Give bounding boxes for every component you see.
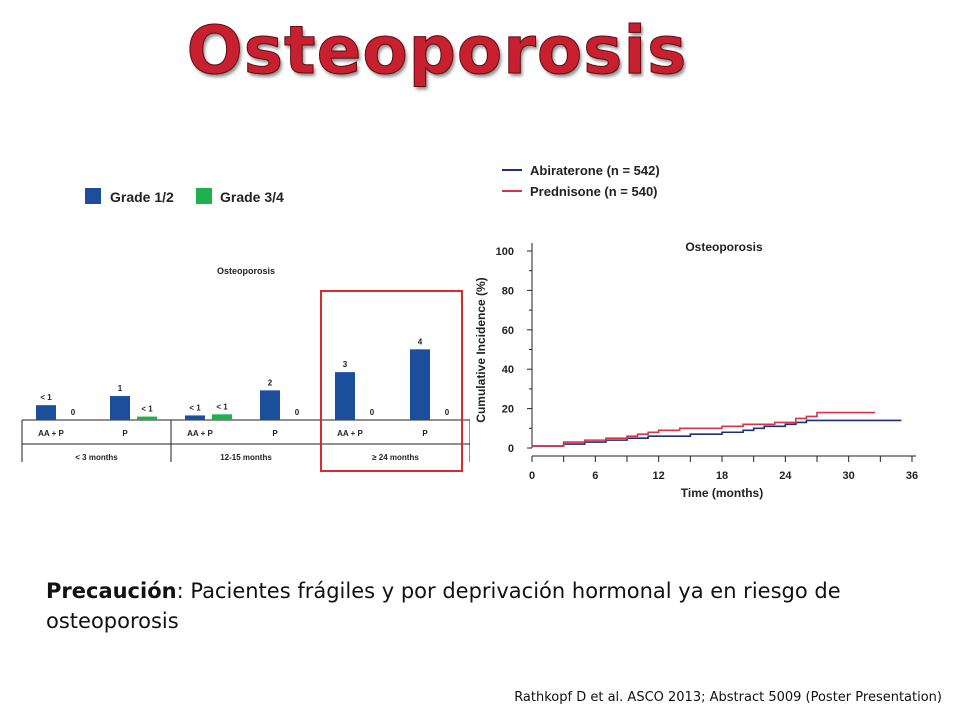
bar-legend: Grade 1/2 Grade 3/4	[85, 188, 284, 205]
bar-label-grade34-1: < 1	[141, 405, 153, 414]
bar-label-grade12-3: 2	[268, 378, 273, 387]
line-legend: Abiraterone (n = 542) Prednisone (n = 54…	[502, 163, 660, 199]
bar-label-grade12-2: < 1	[189, 403, 201, 412]
line-chart-title: Osteoporosis	[685, 240, 763, 254]
bar-label-grade34-5: 0	[445, 408, 450, 417]
bar-label-grade12-1: 1	[118, 384, 123, 393]
bar-grade34-2	[212, 414, 232, 420]
legend-label-grade34: Grade 3/4	[220, 189, 284, 205]
x-axis-label: Time (months)	[681, 486, 763, 500]
bar-label-grade34-2: < 1	[216, 402, 228, 411]
bar-grade34-1	[137, 416, 157, 420]
bar-label-grade34-0: 0	[71, 408, 76, 417]
x-tick-label-6: 36	[906, 470, 918, 482]
caution-note: Precaución: Pacientes frágiles y por dep…	[46, 576, 886, 636]
bar-label-grade12-0: < 1	[40, 393, 52, 402]
bar-category-label-2: AA + P	[187, 429, 213, 438]
bar-label-grade12-4: 3	[343, 360, 348, 369]
bar-category-label-4: AA + P	[337, 429, 363, 438]
line-marks: 0 20 40 60 80 100 0 6 12 18 24 30 36	[496, 243, 918, 482]
bar-category-label-5: P	[422, 429, 428, 438]
bar-group-label-2: ≥ 24 months	[372, 453, 419, 462]
x-tick-label-3: 18	[716, 470, 728, 482]
reference-citation: Rathkopf D et al. ASCO 2013; Abstract 50…	[514, 690, 942, 705]
y-tick-label-2: 40	[502, 364, 514, 376]
y-tick-label-5: 100	[496, 246, 514, 258]
legend-label-grade12: Grade 1/2	[110, 189, 174, 205]
y-tick-label-0: 0	[508, 443, 514, 455]
legend-swatch-grade12	[85, 188, 101, 204]
y-tick-label-4: 80	[502, 285, 514, 297]
bar-grade12-5	[410, 349, 430, 420]
bar-chart: Grade 1/2 Grade 3/4 Osteoporosis < 1 0 AA …	[21, 188, 470, 472]
legend-swatch-grade34	[196, 188, 212, 204]
bar-category-label-3: P	[272, 429, 278, 438]
bar-category-label-0: AA + P	[38, 429, 64, 438]
x-tick-label-2: 12	[653, 470, 665, 482]
bar-grade12-1	[110, 396, 130, 420]
caution-text: : Pacientes frágiles y por deprivación h…	[46, 579, 841, 633]
x-tick-label-1: 6	[592, 470, 598, 482]
bar-marks: < 1 0 AA + P 1 < 1 P < 3 months < 1 < 1 AA + P 2 0 P…	[21, 290, 470, 472]
y-axis-label: Cumulative Incidence (%)	[474, 277, 488, 422]
bar-grade12-4	[335, 372, 355, 420]
legend-label-abiraterone: Abiraterone (n = 542)	[530, 163, 660, 178]
bar-chart-title: Osteoporosis	[217, 266, 275, 276]
x-tick-label-0: 0	[529, 470, 535, 482]
bar-group-label-0: < 3 months	[75, 453, 118, 462]
x-tick-label-5: 30	[843, 470, 855, 482]
y-tick-label-1: 20	[502, 404, 514, 416]
bar-category-label-1: P	[122, 429, 128, 438]
caution-label: Precaución	[46, 579, 177, 603]
y-tick-label-3: 60	[502, 325, 514, 337]
bar-grade12-3	[260, 390, 280, 420]
bar-label-grade34-4: 0	[370, 408, 375, 417]
bar-group-label-1: 12-15 months	[220, 453, 272, 462]
slide-title: Osteoporosis	[186, 12, 688, 89]
bar-label-grade12-5: 4	[418, 337, 423, 346]
bar-grade12-2	[185, 415, 205, 420]
bar-grade12-0	[36, 405, 56, 420]
legend-label-prednisone: Prednisone (n = 540)	[530, 184, 658, 199]
bar-label-grade34-3: 0	[295, 408, 300, 417]
series-line-prednisone	[532, 411, 876, 447]
line-chart: Abiraterone (n = 542) Prednisone (n = 54…	[474, 163, 918, 500]
series-line-abiraterone	[532, 419, 902, 447]
x-tick-label-4: 24	[779, 470, 792, 482]
highlight-box	[320, 290, 463, 472]
